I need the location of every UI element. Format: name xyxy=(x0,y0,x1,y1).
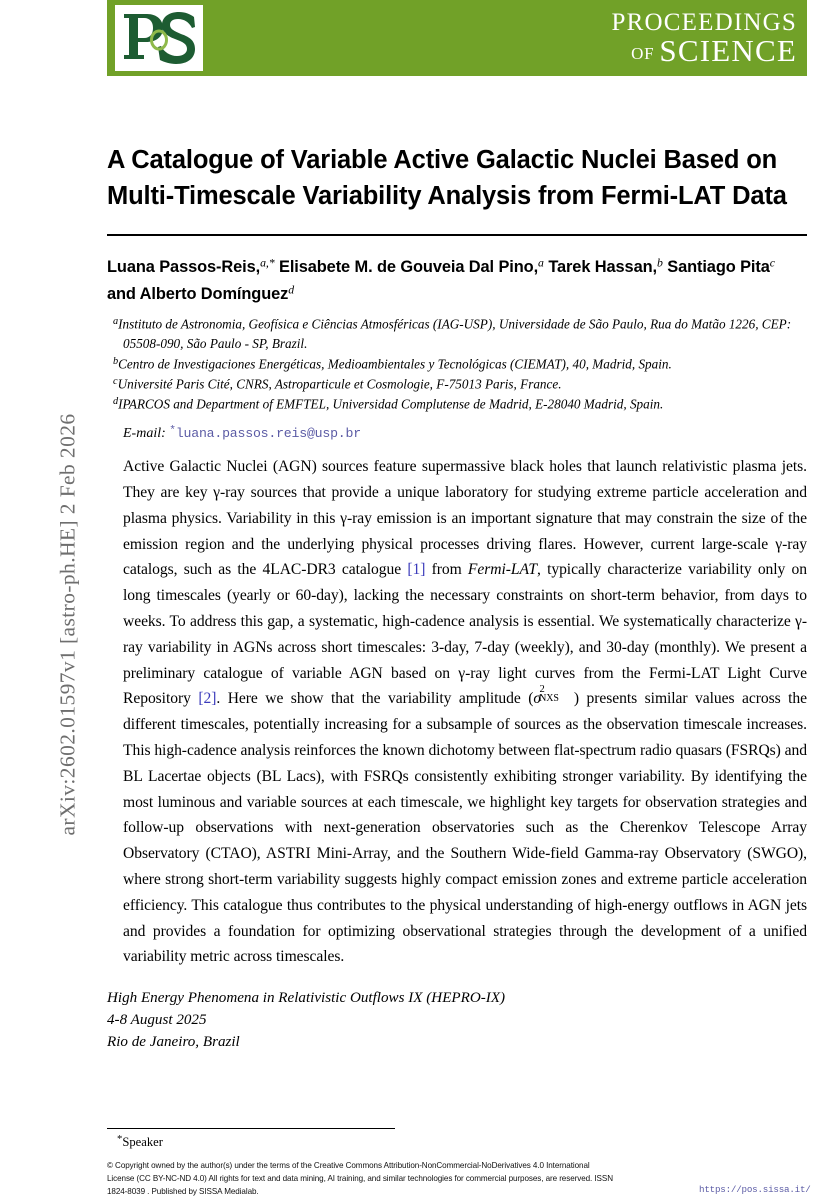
affiliation-mark: d xyxy=(113,396,119,408)
copyright-notice: © Copyright owned by the author(s) under… xyxy=(107,1161,613,1197)
citation-link-1[interactable]: [1] xyxy=(407,561,426,579)
abstract-text: Active Galactic Nuclei (AGN) sources fea… xyxy=(107,454,807,970)
email-label: E-mail: xyxy=(123,426,166,442)
abstract-part-2: from xyxy=(425,561,468,579)
conference-dates: 4-8 August 2025 xyxy=(107,1012,207,1029)
abstract-part-5: ) presents similar values across the dif… xyxy=(123,690,807,966)
affiliation-list: aInstituto de Astronomia, Geofísica e Ci… xyxy=(107,314,807,414)
pos-header-banner: PROCEEDINGS OF SCIENCE xyxy=(107,0,807,76)
sigma-subscript: NXS xyxy=(539,692,559,704)
affiliation-mark: c xyxy=(113,375,118,387)
pos-logo-icon xyxy=(124,12,195,64)
author-entry: Luana Passos-Reis,a,* xyxy=(107,255,275,277)
affiliation-mark: a xyxy=(113,315,119,327)
email-address: luana.passos.reis@usp.br xyxy=(175,426,361,442)
author-list: Luana Passos-Reis,a,* Elisabete M. de Go… xyxy=(107,253,807,307)
sigma-superscript: 2 xyxy=(539,683,545,695)
abstract-italic-fermi-lat: Fermi-LAT xyxy=(467,561,537,579)
speaker-asterisk-icon: * xyxy=(169,425,176,438)
wordmark-science: SCIENCE xyxy=(659,32,797,68)
footnote-divider xyxy=(107,1128,395,1129)
author-affil-mark: a xyxy=(538,255,544,270)
author-affil-mark: c xyxy=(769,255,775,270)
affiliation-item: cUniversité Paris Cité, CNRS, Astroparti… xyxy=(107,374,807,394)
author-name: and Alberto Domínguez xyxy=(107,284,289,303)
corresponding-email-line: E-mail: *luana.passos.reis@usp.br xyxy=(107,425,807,442)
author-entry: Elisabete M. de Gouveia Dal Pino,a xyxy=(279,255,544,277)
author-name: Luana Passos-Reis, xyxy=(107,258,261,277)
affiliation-text: Instituto de Astronomia, Geofísica e Ciê… xyxy=(118,316,792,351)
affiliation-text: IPARCOS and Department of EMFTEL, Univer… xyxy=(118,396,664,412)
email-link[interactable]: *luana.passos.reis@usp.br xyxy=(169,425,361,442)
author-entry: Santiago Pitac xyxy=(667,255,775,277)
sigma-nxs-symbol: σ 2 NXS xyxy=(533,684,559,708)
conference-name: High Energy Phenomena in Relativistic Ou… xyxy=(107,990,506,1007)
affiliation-item: bCentro de Investigaciones Energéticas, … xyxy=(107,354,807,374)
abstract-part-1: Active Galactic Nuclei (AGN) sources fea… xyxy=(123,458,807,579)
author-entry: and Alberto Domínguezd xyxy=(107,282,295,303)
affiliation-text: Centro de Investigaciones Energéticas, M… xyxy=(118,356,672,372)
author-affil-mark: a,* xyxy=(260,255,275,270)
speaker-footnote: *Speaker xyxy=(117,1133,163,1150)
wordmark-of: OF xyxy=(631,43,655,63)
sigma-glyph: σ xyxy=(533,690,542,708)
affiliation-mark: b xyxy=(113,355,119,367)
abstract-part-4: . Here we show that the variability ampl… xyxy=(216,690,534,708)
citation-link-2[interactable]: [2] xyxy=(198,690,217,708)
wordmark-proceedings: PROCEEDINGS xyxy=(611,8,797,36)
affiliation-item: aInstituto de Astronomia, Geofísica e Ci… xyxy=(107,314,807,353)
speaker-label: Speaker xyxy=(122,1135,163,1150)
pos-website-link[interactable]: https://pos.sissa.it/ xyxy=(699,1184,811,1195)
affiliation-text: Université Paris Cité, CNRS, Astropartic… xyxy=(117,376,562,392)
author-name: Elisabete M. de Gouveia Dal Pino, xyxy=(279,258,539,277)
affiliation-item: dIPARCOS and Department of EMFTEL, Unive… xyxy=(107,394,807,414)
conference-location: Rio de Janeiro, Brazil xyxy=(107,1034,240,1051)
pos-wordmark: PROCEEDINGS OF SCIENCE xyxy=(611,8,807,68)
pos-logo xyxy=(115,5,203,71)
asterisk-icon: * xyxy=(117,1133,123,1145)
arxiv-identifier-stamp: arXiv:2602.01597v1 [astro-ph.HE] 2 Feb 2… xyxy=(55,413,80,836)
conference-info: High Energy Phenomena in Relativistic Ou… xyxy=(107,987,807,1053)
title-divider xyxy=(107,234,807,237)
page-title: A Catalogue of Variable Active Galactic … xyxy=(107,146,787,211)
author-affil-mark: d xyxy=(288,282,295,297)
abstract-part-3: , typically characterize variability onl… xyxy=(123,561,808,708)
author-entry: Tarek Hassan,b xyxy=(548,255,663,277)
author-name: Tarek Hassan, xyxy=(548,258,657,277)
paper-page: PROCEEDINGS OF SCIENCE A Catalogue of Var… xyxy=(107,0,811,1200)
author-affil-mark: b xyxy=(656,255,663,270)
wordmark-of-science: OF SCIENCE xyxy=(612,32,797,68)
author-name: Santiago Pita xyxy=(667,258,770,277)
